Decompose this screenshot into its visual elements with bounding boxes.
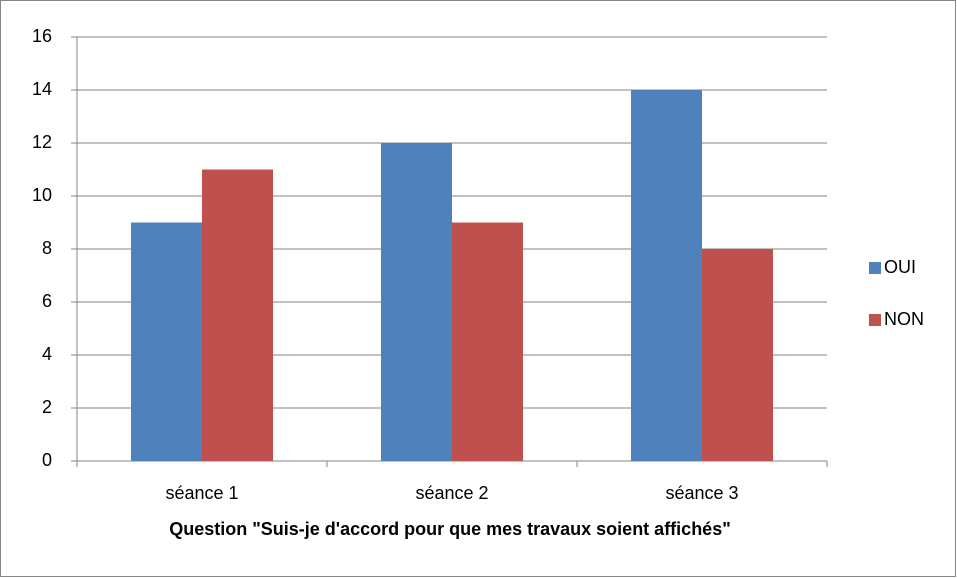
- y-tick-label: 2: [42, 397, 52, 417]
- legend-label: OUI: [884, 257, 916, 277]
- y-tick-label: 14: [32, 79, 52, 99]
- y-tick-label: 8: [42, 238, 52, 258]
- y-tick-label: 12: [32, 132, 52, 152]
- bar: [381, 143, 452, 461]
- bar: [631, 90, 702, 461]
- legend-label: NON: [884, 309, 924, 329]
- y-tick-label: 4: [42, 344, 52, 364]
- bar: [202, 169, 273, 461]
- x-tick-label: séance 3: [665, 483, 738, 503]
- y-tick-label: 10: [32, 185, 52, 205]
- legend-swatch: [869, 262, 881, 274]
- bar: [452, 222, 523, 461]
- y-tick-label: 6: [42, 291, 52, 311]
- legend-swatch: [869, 314, 881, 326]
- bar: [131, 222, 202, 461]
- y-tick-label: 16: [32, 26, 52, 46]
- x-tick-label: séance 1: [165, 483, 238, 503]
- bar: [702, 249, 773, 461]
- x-axis-title: Question "Suis-je d'accord pour que mes …: [169, 519, 731, 539]
- x-tick-label: séance 2: [415, 483, 488, 503]
- y-tick-label: 0: [42, 450, 52, 470]
